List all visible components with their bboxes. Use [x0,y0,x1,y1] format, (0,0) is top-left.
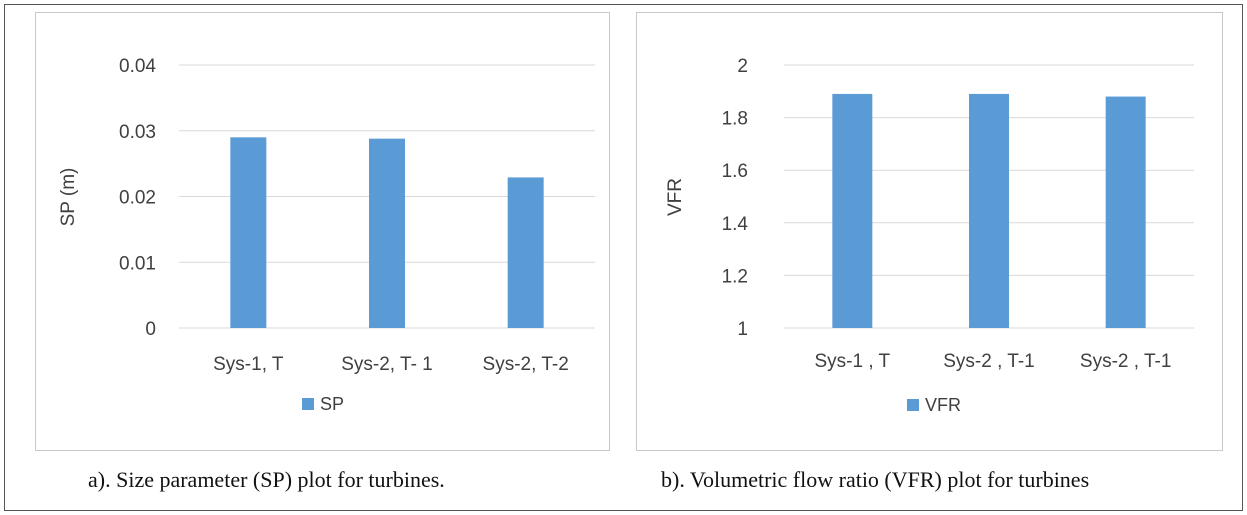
bar [230,137,267,328]
y-tick-label: 1.8 [722,109,748,130]
x-tick-label: Sys-2, T-2 [483,354,569,375]
y-tick-label: 0.02 [119,188,156,209]
chart-panel-b: 1 1.2 1.4 1.6 1.8 2 Sys-1 , T Sys-2 , T-1 Sys-2 … [636,12,1223,451]
bar [1105,96,1146,328]
y-tick-label: 0.03 [119,122,156,143]
legend-swatch [907,399,919,411]
y-tick-label: 0 [145,319,156,340]
y-axis-label: VFR [665,178,686,216]
caption-b: b). Volumetric flow ratio (VFR) plot for… [661,467,1090,492]
legend-swatch [302,398,314,410]
y-tick-label: 1.6 [722,161,748,182]
y-tick-label: 0.04 [119,56,156,77]
legend-label: SP [320,394,344,414]
x-tick-label: Sys-2 , T-1 [1080,351,1172,372]
x-tick-label: Sys-2 , T-1 [943,351,1035,372]
bar [969,93,1009,329]
bar [369,138,405,328]
y-tick-label: 1.4 [722,214,749,235]
x-tick-label: Sys-1, T [213,354,284,375]
bar [507,177,544,328]
chart-panel-a: 0 0.01 0.02 0.03 0.04 Sys-1, T Sys-2, T- 1 Sys-… [35,12,610,451]
y-axis-label: SP (m) [58,168,79,227]
bar [832,93,873,329]
x-tick-label: Sys-2, T- 1 [341,354,433,375]
y-tick-label: 2 [737,56,748,77]
x-tick-label: Sys-1 , T [814,351,890,372]
figure: 0 0.01 0.02 0.03 0.04 Sys-1, T Sys-2, T- 1 Sys-… [4,4,1243,511]
vfr-bar-chart: 1 1.2 1.4 1.6 1.8 2 Sys-1 , T Sys-2 , T-1 Sys-2 … [665,56,1194,415]
sp-bar-chart: 0 0.01 0.02 0.03 0.04 Sys-1, T Sys-2, T- 1 Sys-… [58,56,595,414]
y-tick-label: 1 [737,319,748,340]
y-tick-label: 1.2 [722,266,748,287]
y-tick-label: 0.01 [119,253,156,274]
legend-label: VFR [925,395,961,415]
caption-a: a). Size parameter (SP) plot for turbine… [88,467,445,492]
